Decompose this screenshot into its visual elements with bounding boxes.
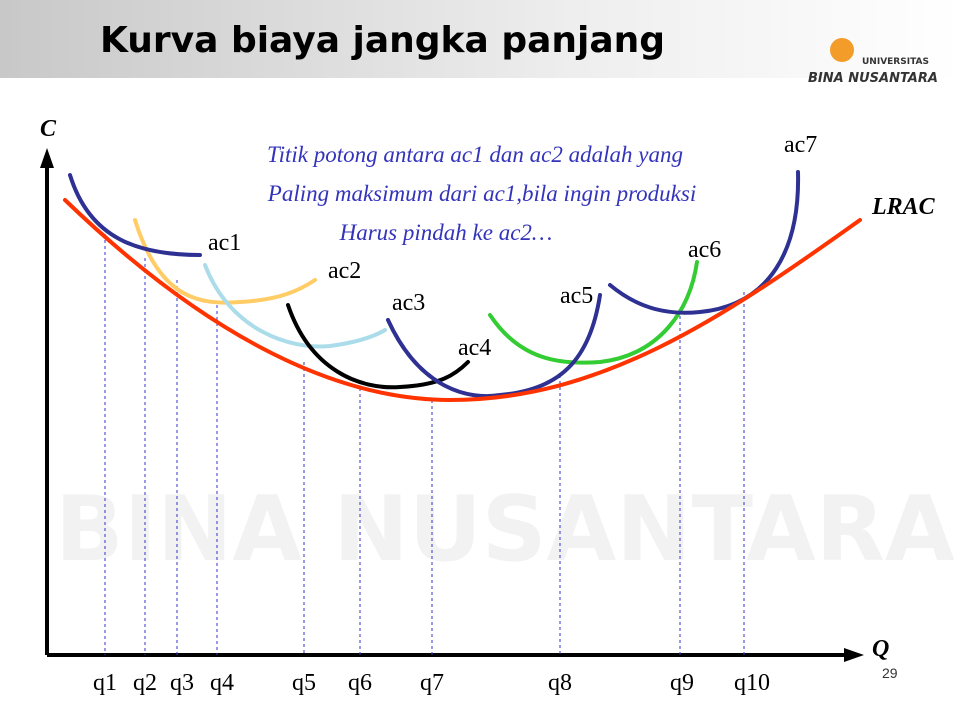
curve-label: ac4	[458, 335, 491, 361]
title: Kurva biaya jangka panjang	[100, 20, 665, 61]
title-bar	[0, 0, 960, 78]
logo-icon	[830, 38, 854, 62]
curve-label: ac2	[328, 258, 361, 284]
curve-label: ac1	[208, 230, 241, 256]
x-arrow	[844, 648, 864, 662]
y-arrow	[40, 148, 54, 168]
logo-line1: UNIVERSITAS	[862, 57, 929, 67]
note-line: Titik potong antara ac1 dan ac2 adalah y…	[267, 142, 683, 167]
ac6-curve	[488, 260, 699, 365]
curve-label: ac3	[392, 290, 425, 316]
ac1-curve	[68, 173, 202, 257]
q-label: q9	[670, 670, 694, 696]
q-label: q2	[133, 670, 157, 696]
q-label: q5	[292, 670, 316, 696]
q-label: q7	[420, 670, 444, 696]
curve-label: ac7	[784, 132, 817, 158]
q-label: q3	[170, 670, 194, 696]
q-label: q4	[210, 670, 234, 696]
y-axis-label: C	[40, 116, 57, 142]
q-label: q6	[348, 670, 372, 696]
x-axis-label: Q	[872, 636, 889, 662]
lrac-curve	[63, 198, 862, 403]
ac4-curve	[286, 303, 470, 390]
note-line: Harus pindah ke ac2…	[339, 220, 553, 245]
ac7-curve	[608, 170, 801, 315]
watermark: BINA NUSANTARA	[55, 477, 955, 582]
lrac-label: LRAC	[871, 194, 936, 220]
q-label: q10	[734, 670, 770, 696]
logo-line2: BINA NUSANTARA	[808, 71, 938, 86]
page-number: 29	[882, 665, 898, 681]
ac2-curve	[133, 218, 317, 305]
curve-label: ac5	[560, 283, 593, 309]
note-line: Paling maksimum dari ac1,bila ingin prod…	[267, 181, 696, 206]
curve-label: ac6	[688, 237, 721, 263]
dashed-lines	[104, 228, 745, 655]
q-label: q8	[548, 670, 572, 696]
q-label: q1	[93, 670, 117, 696]
